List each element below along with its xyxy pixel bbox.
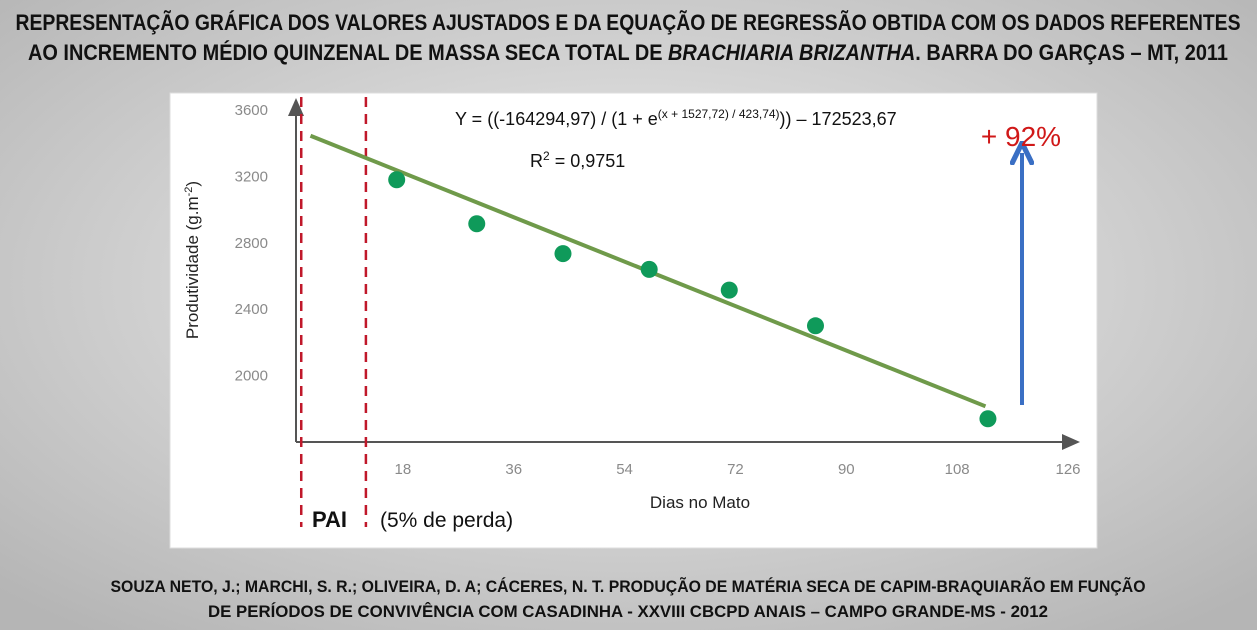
x-axis-label: Dias no Mato xyxy=(650,493,750,512)
x-tick-label: 54 xyxy=(616,461,633,478)
data-point xyxy=(468,215,486,233)
title-species: BRACHIARIA BRIZANTHA xyxy=(668,40,915,65)
r-squared: R2 = 0,9751 xyxy=(530,149,625,171)
title-line-2: AO INCREMENTO MÉDIO QUINZENAL DE MASSA S… xyxy=(28,40,1228,65)
title-line-1: REPRESENTAÇÃO GRÁFICA DOS VALORES AJUSTA… xyxy=(16,10,1241,35)
gain-label: + 92% xyxy=(981,121,1061,152)
reference-line-2: DE PERÍODOS DE CONVIVÊNCIA COM CASADINHA… xyxy=(208,602,1048,621)
regression-equation: Y = ((-164294,97) / (1 + e(x + 1527,72) … xyxy=(455,107,897,129)
y-tick-label: 2400 xyxy=(235,301,268,318)
y-tick-label: 3600 xyxy=(235,102,268,119)
y-tick-label: 2000 xyxy=(235,368,268,385)
y-tick-label: 3200 xyxy=(235,168,268,185)
y-axis-label: Produtividade (g.m-2) xyxy=(183,181,202,339)
data-point xyxy=(388,171,406,189)
x-tick-label: 18 xyxy=(395,461,412,478)
chart-card xyxy=(169,92,1098,549)
x-tick-label: 90 xyxy=(838,461,855,478)
x-tick-label: 126 xyxy=(1055,461,1080,478)
pai-label: PAI xyxy=(312,507,347,532)
data-point xyxy=(640,260,658,278)
x-tick-label: 36 xyxy=(505,461,522,478)
y-tick-label: 2800 xyxy=(235,235,268,252)
pai-note: (5% de perda) xyxy=(380,509,513,532)
title-line-2-prefix: AO INCREMENTO MÉDIO QUINZENAL DE MASSA S… xyxy=(28,40,668,65)
title-line-2-suffix: . BARRA DO GARÇAS – MT, 2011 xyxy=(915,40,1228,65)
data-point xyxy=(806,317,824,335)
data-point xyxy=(720,281,738,299)
x-tick-label: 72 xyxy=(727,461,744,478)
data-point xyxy=(979,410,997,428)
reference-line-1: SOUZA NETO, J.; MARCHI, S. R.; OLIVEIRA,… xyxy=(111,576,1146,596)
data-point xyxy=(554,245,572,263)
plot-area: 18 36 54 72 90 108 126 3600 3200 2800 2400 2000 Dias… xyxy=(183,97,1081,532)
x-tick-label: 108 xyxy=(945,461,970,478)
